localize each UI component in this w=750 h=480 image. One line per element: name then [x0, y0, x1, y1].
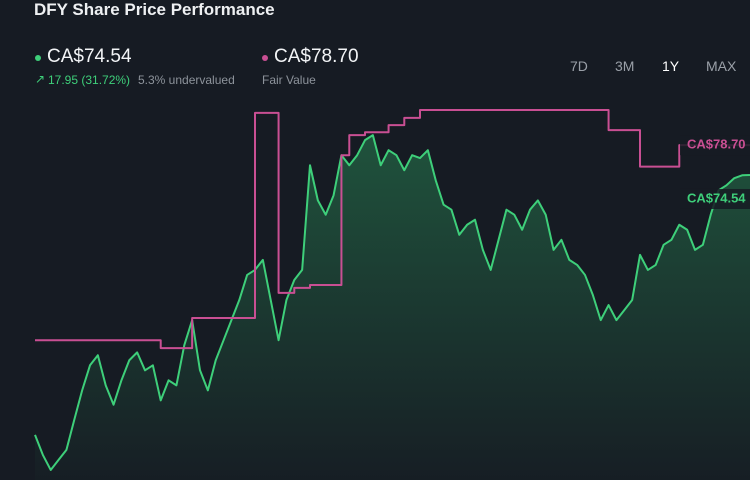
legend-dot — [35, 55, 41, 61]
range-button[interactable]: 7D — [570, 58, 588, 74]
end-label: CA$74.54 — [687, 190, 746, 205]
range-button[interactable]: MAX — [706, 58, 737, 74]
end-label: CA$78.70 — [687, 137, 746, 152]
fair-value-price: CA$78.70 — [274, 46, 359, 67]
price-line — [34, 134, 750, 471]
end-label-bg — [680, 135, 750, 156]
range-button[interactable]: 1Y — [662, 58, 680, 74]
valuation: 5.3% undervalued — [138, 73, 235, 87]
range-button[interactable]: 3M — [615, 58, 635, 74]
fair-value-line — [35, 109, 750, 350]
title: DFY Share Price Performance — [34, 0, 275, 19]
price-change: 17.95 (31.72%) — [48, 73, 131, 87]
area — [35, 135, 750, 480]
plot: CA$74.54 CA$78.70 — [34, 109, 750, 480]
end-label-bg — [680, 188, 750, 209]
price: CA$74.54 — [47, 46, 132, 67]
legend-dot — [262, 55, 268, 61]
fair-value-label: Fair Value — [262, 73, 316, 87]
up-arrow: ↗ — [35, 72, 46, 86]
